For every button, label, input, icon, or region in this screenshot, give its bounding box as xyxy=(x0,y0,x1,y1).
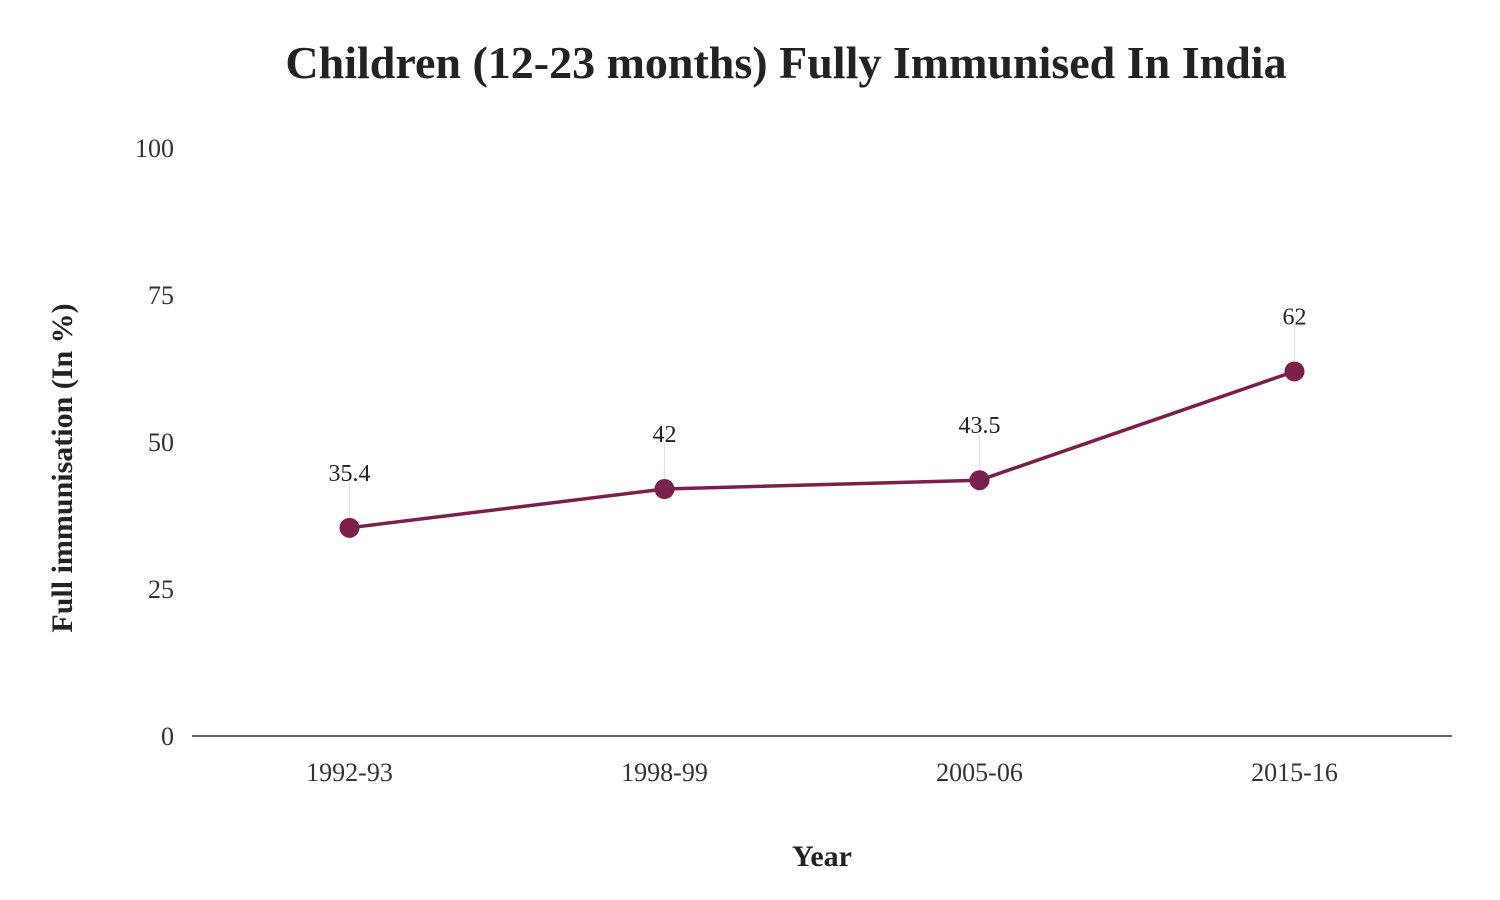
y-tick-label: 50 xyxy=(148,428,174,457)
data-label: 43.5 xyxy=(959,413,1001,439)
data-point xyxy=(969,470,990,491)
y-tick-label: 0 xyxy=(161,722,174,751)
data-label: 42 xyxy=(653,422,677,448)
data-point xyxy=(654,479,675,500)
data-point xyxy=(339,517,360,538)
data-label-leaders xyxy=(349,325,1295,518)
series-group xyxy=(347,369,1297,530)
data-label: 35.4 xyxy=(329,461,371,487)
data-label: 62 xyxy=(1283,304,1307,330)
y-axis-title: Full immunisation (In %) xyxy=(46,303,79,632)
series-line xyxy=(347,369,1297,530)
x-axis-title: Year xyxy=(792,840,852,873)
y-tick-label: 75 xyxy=(148,281,174,310)
data-labels: 35.4 42 43.5 62 xyxy=(329,304,1307,486)
y-axis-ticks: 0 25 50 75 100 xyxy=(135,134,174,751)
x-tick-label: 2015-16 xyxy=(1251,758,1338,787)
x-tick-label: 2005-06 xyxy=(936,758,1023,787)
y-tick-label: 100 xyxy=(135,134,174,163)
x-axis-ticks: 1992-93 1998-99 2005-06 2015-16 xyxy=(306,758,1338,787)
x-tick-label: 1992-93 xyxy=(306,758,393,787)
x-tick-label: 1998-99 xyxy=(621,758,708,787)
data-points xyxy=(339,361,1305,538)
y-tick-label: 25 xyxy=(148,575,174,604)
chart-title: Children (12-23 months) Fully Immunised … xyxy=(285,37,1286,88)
data-point xyxy=(1284,361,1305,382)
